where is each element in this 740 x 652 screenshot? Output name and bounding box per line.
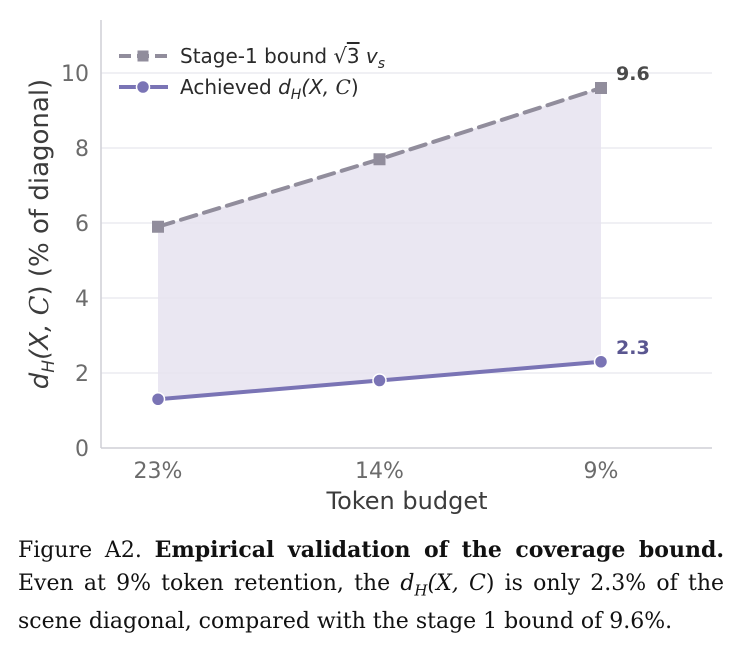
y-tick-label: 2 — [75, 362, 89, 387]
y-tick-label: 10 — [61, 62, 89, 87]
y-title-sub: H — [39, 360, 59, 373]
caption-math-args: (X, — [427, 570, 469, 596]
point-bound — [152, 220, 164, 233]
legend-v: v — [360, 44, 379, 68]
y-tick-label: 6 — [75, 212, 89, 237]
legend-d-sub: H — [291, 87, 302, 103]
caption-math-d: d — [400, 570, 415, 596]
legend: Stage-1 bound √3 vs Achieved dH(X, C) — [119, 44, 385, 103]
y-tick-label: 8 — [75, 137, 89, 162]
caption-math-set: C — [468, 570, 486, 596]
y-tick-label: 4 — [75, 287, 89, 312]
legend-set: C — [336, 75, 351, 99]
caption-math-sub: H — [414, 580, 428, 599]
legend-bound-text: Stage-1 bound — [180, 44, 333, 68]
x-tick-label: 9% — [584, 459, 619, 484]
legend-v-sub: s — [378, 56, 385, 72]
legend-achieved-text: Achieved — [180, 75, 278, 99]
x-axis-title: Token budget — [325, 487, 487, 515]
legend-bound-marker — [137, 50, 149, 62]
y-tick-label: 0 — [75, 437, 89, 462]
caption-text-2: is only 2.3% of the scene diagonal, comp… — [18, 570, 725, 635]
point-bound — [595, 82, 607, 94]
figure-caption: Figure A2. Empirical validation of the c… — [18, 534, 724, 639]
point-bound — [373, 153, 386, 166]
legend-sqrt-arg: 3 — [347, 44, 360, 68]
point-achieved — [593, 354, 609, 369]
y-tick-labels: 0 2 4 6 8 10 — [61, 62, 89, 462]
legend-item-achieved: Achieved dH(X, C) — [119, 75, 359, 103]
y-axis-title: dH(X, C) (% of diagonal) — [25, 79, 59, 389]
series-markers — [150, 82, 609, 407]
legend-bound-label: Stage-1 bound √3 vs — [180, 44, 385, 72]
y-title-set: C — [25, 295, 55, 315]
point-achieved — [150, 392, 166, 407]
legend-sqrt-sign: √ — [333, 44, 347, 68]
x-tick-label: 14% — [355, 459, 404, 484]
x-tick-label: 23% — [134, 459, 183, 484]
legend-item-bound: Stage-1 bound √3 vs — [119, 44, 385, 72]
caption-text-1: Even at 9% token retention, the — [18, 570, 401, 596]
legend-d: d — [278, 75, 291, 99]
y-title-d: d — [25, 372, 55, 389]
legend-close: ) — [351, 75, 359, 99]
legend-achieved-marker — [135, 79, 151, 95]
y-title-args: (X, — [25, 315, 55, 359]
end-labels: 9.6 2.3 — [616, 63, 650, 359]
legend-args: (X, — [301, 75, 335, 99]
caption-prefix: Figure A2. — [18, 538, 155, 563]
point-achieved — [372, 373, 387, 388]
caption-bold: Empirical validation of the coverage bou… — [154, 537, 725, 563]
end-label-bound: 9.6 — [616, 63, 650, 85]
legend-achieved-label: Achieved dH(X, C) — [180, 75, 359, 103]
x-tick-labels: 23% 14% 9% — [134, 459, 619, 484]
shaded-gap-area — [158, 88, 601, 400]
axes — [100, 20, 712, 449]
end-label-achieved: 2.3 — [616, 337, 650, 359]
y-title-rest: ) (% of diagonal) — [25, 79, 55, 296]
caption-math-close: ) — [485, 570, 495, 596]
